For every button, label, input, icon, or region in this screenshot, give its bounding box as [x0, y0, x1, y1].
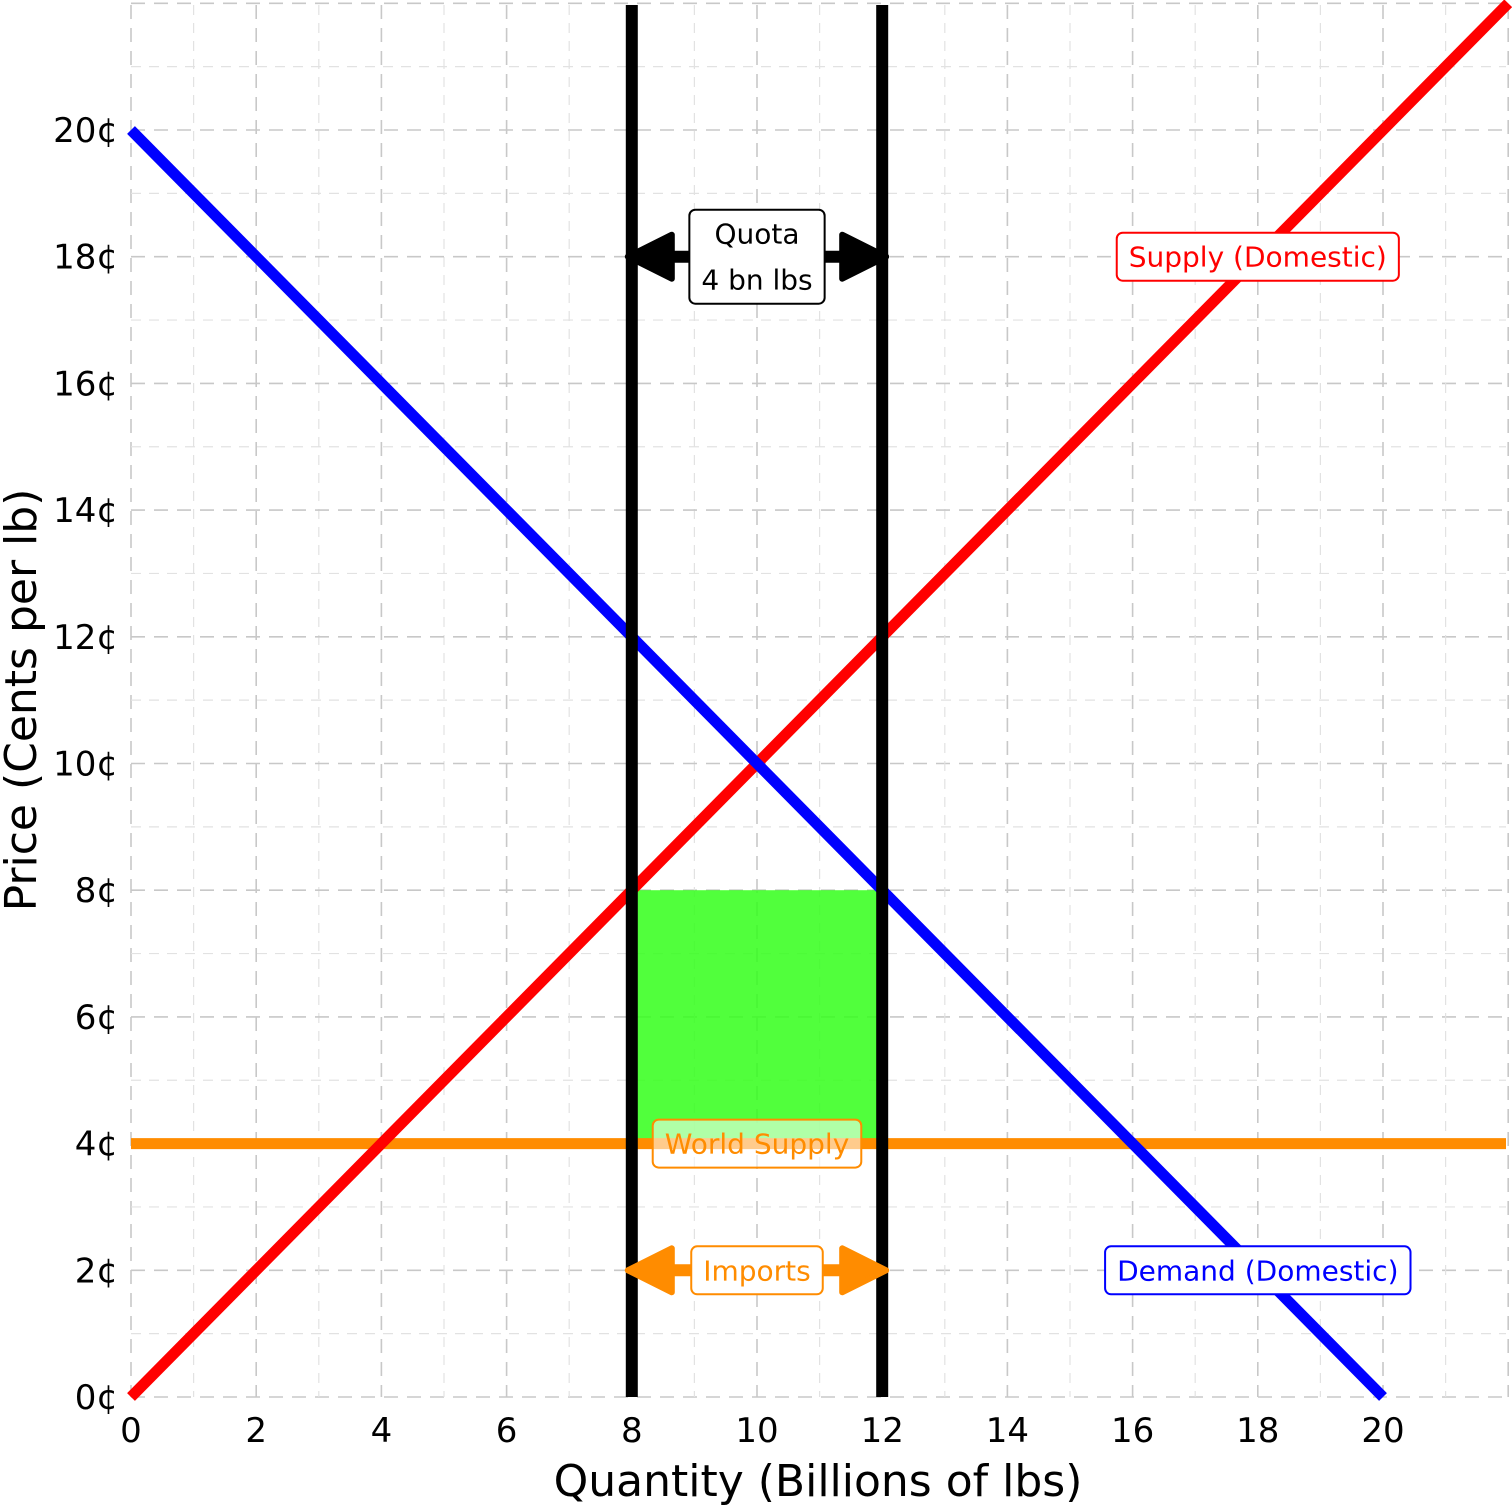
- y-tick-label: 0¢: [75, 1378, 118, 1418]
- x-tick-label: 6: [496, 1411, 518, 1451]
- y-axis-title: Price (Cents per lb): [0, 489, 47, 912]
- x-tick-label: 8: [621, 1411, 643, 1451]
- y-tick-label: 2¢: [75, 1251, 118, 1291]
- annotation-arrow-head-left: [624, 1245, 675, 1296]
- x-tick-label: 14: [986, 1411, 1029, 1451]
- x-tick-label: 20: [1361, 1411, 1404, 1451]
- annotation-box: [688, 208, 826, 305]
- x-tick-label: 12: [861, 1411, 904, 1451]
- y-tick-label: 12¢: [53, 618, 118, 658]
- x-tick-label: 4: [371, 1411, 393, 1451]
- annotation-text: Demand (Domestic): [1117, 1254, 1398, 1287]
- annotation-label: Supply (Domestic): [1115, 231, 1400, 282]
- x-tick-label: 10: [735, 1411, 778, 1451]
- y-tick-label: 6¢: [75, 998, 118, 1038]
- annotation-box: [1115, 231, 1400, 282]
- annotation-text: Quota: [714, 218, 799, 251]
- annotations: Quota 4 bn lbs Imports Supply (Domestic) Dem…: [624, 208, 1412, 1296]
- annotation-label: Imports: [624, 1245, 890, 1296]
- annotation-text: 4 bn lbs: [701, 264, 812, 297]
- shaded-region-group: [631, 890, 883, 1144]
- annotation-arrow-head-left: [624, 231, 675, 282]
- annotation-text: Supply (Domestic): [1129, 241, 1387, 274]
- y-tick-label: 10¢: [53, 745, 118, 785]
- shaded-area: [631, 890, 883, 1144]
- tick-labels: 0 2 4 6 8 10 12 14 16 18 20 0¢ 2¢ 4¢ 6¢ 8¢ 10¢ 12¢ 14¢ 16¢ 1…: [53, 111, 1405, 1451]
- x-tick-label: 16: [1111, 1411, 1154, 1451]
- annotation-label: Quota 4 bn lbs: [624, 208, 890, 305]
- y-tick-label: 20¢: [53, 111, 118, 151]
- annotation-text: Imports: [703, 1254, 811, 1287]
- x-tick-label: 2: [245, 1411, 267, 1451]
- y-tick-label: 8¢: [75, 871, 118, 911]
- y-tick-label: 4¢: [75, 1125, 118, 1165]
- annotation-box: [690, 1245, 824, 1296]
- annotation-label: World Supply: [651, 1118, 863, 1169]
- y-tick-label: 14¢: [53, 491, 118, 531]
- x-tick-label: 18: [1236, 1411, 1279, 1451]
- annotation-label: Demand (Domestic): [1104, 1245, 1412, 1296]
- annotation-text: World Supply: [665, 1128, 850, 1161]
- y-tick-label: 16¢: [53, 364, 118, 404]
- y-tick-label: 18¢: [53, 238, 118, 278]
- x-tick-label: 0: [120, 1411, 142, 1451]
- annotation-box: [1104, 1245, 1412, 1296]
- annotation-box: [651, 1118, 863, 1169]
- annotation-arrow-head-right: [839, 231, 890, 282]
- annotation-arrow-head-right: [839, 1245, 890, 1296]
- series-demand-domestic: [127, 126, 1387, 1401]
- x-axis-title: Quantity (Billions of lbs): [554, 1456, 1083, 1507]
